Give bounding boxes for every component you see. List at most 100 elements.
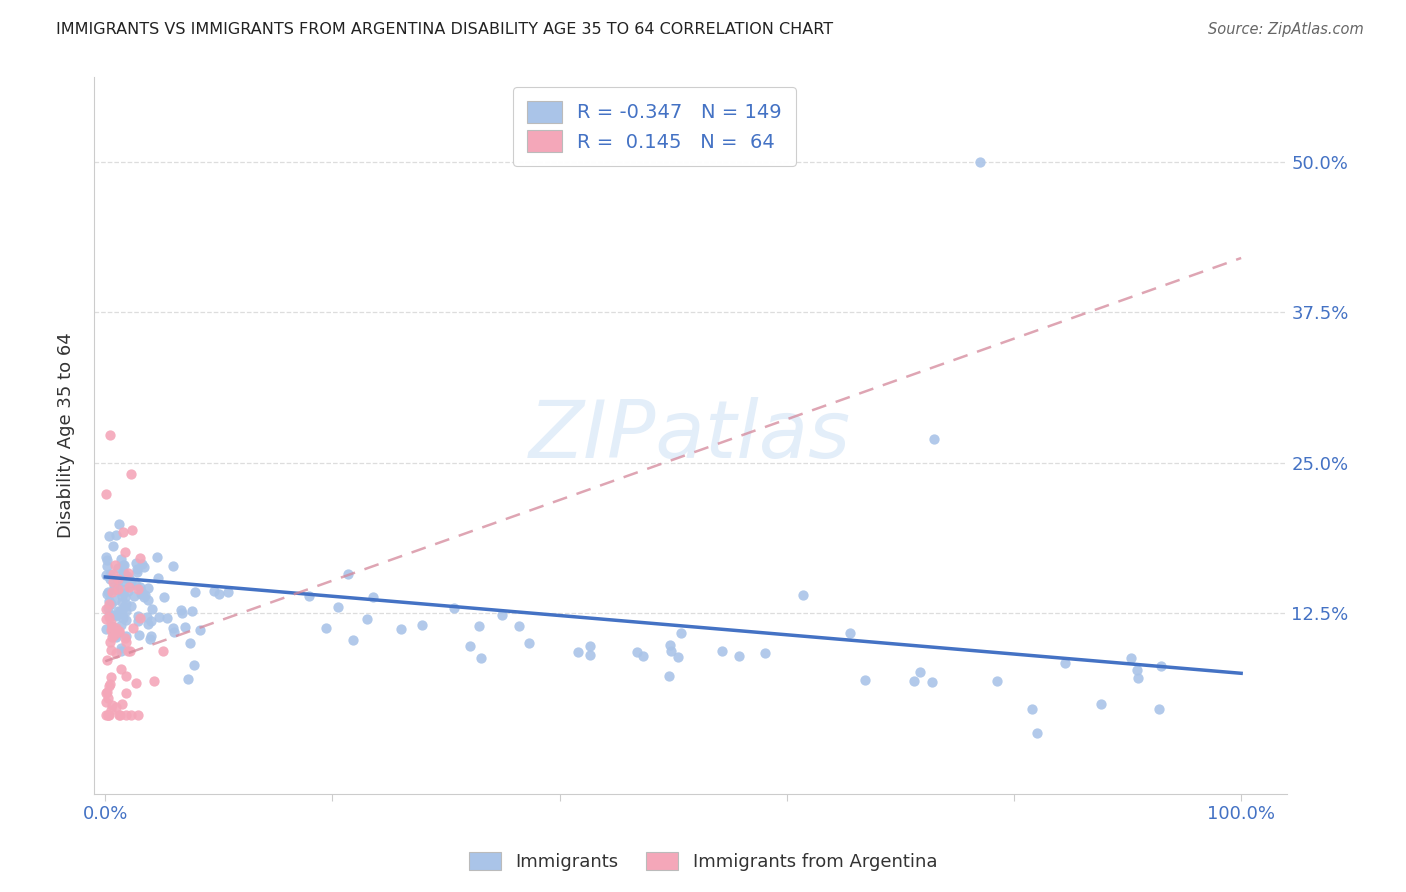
Point <box>129 580 152 594</box>
Point <box>839 626 862 640</box>
Point <box>98 608 121 623</box>
Point <box>1025 726 1047 740</box>
Point <box>631 648 654 663</box>
Point <box>96 550 118 565</box>
Point <box>122 590 145 604</box>
Point <box>115 629 138 643</box>
Point <box>162 559 184 574</box>
Point <box>132 560 155 574</box>
Point <box>727 648 749 663</box>
Point <box>117 584 139 599</box>
Point <box>115 597 138 611</box>
Point <box>104 609 127 624</box>
Point <box>127 582 149 597</box>
Point <box>491 607 513 622</box>
Point <box>136 581 159 595</box>
Point <box>190 624 212 638</box>
Point <box>107 572 129 586</box>
Point <box>96 623 118 637</box>
Point <box>139 615 162 629</box>
Point <box>342 633 364 648</box>
Point <box>162 621 184 635</box>
Point <box>217 584 239 599</box>
Point <box>470 651 492 665</box>
Point <box>104 628 127 642</box>
Point <box>125 578 148 592</box>
Point <box>579 639 602 653</box>
Point <box>112 567 135 582</box>
Point <box>121 621 143 635</box>
Point <box>110 641 132 656</box>
Point <box>110 618 132 632</box>
Point <box>110 552 132 566</box>
Point <box>792 589 814 603</box>
Point <box>100 597 122 611</box>
Point <box>114 582 136 596</box>
Point <box>156 611 179 625</box>
Point <box>117 568 139 582</box>
Point <box>96 559 118 574</box>
Point <box>115 634 138 648</box>
Point <box>1149 702 1171 716</box>
Point <box>96 587 118 601</box>
Legend: R = -0.347   N = 149, R =  0.145   N =  64: R = -0.347 N = 149, R = 0.145 N = 64 <box>513 87 796 166</box>
Point <box>134 588 156 602</box>
Point <box>127 708 149 723</box>
Point <box>128 611 150 625</box>
Point <box>98 428 121 442</box>
Text: ZIPatlas: ZIPatlas <box>529 397 851 475</box>
Point <box>104 630 127 644</box>
Point <box>96 708 118 723</box>
Point <box>1125 663 1147 677</box>
Point <box>128 628 150 642</box>
Point <box>96 612 118 626</box>
Point <box>111 595 134 609</box>
Point <box>96 685 118 699</box>
Point <box>101 630 124 644</box>
Point <box>114 685 136 699</box>
Point <box>129 550 152 565</box>
Point <box>114 631 136 645</box>
Point <box>98 572 121 586</box>
Point <box>508 619 530 633</box>
Point <box>139 628 162 642</box>
Point <box>131 587 153 601</box>
Point <box>120 467 142 481</box>
Point <box>112 566 135 580</box>
Point <box>120 576 142 591</box>
Point <box>97 691 120 706</box>
Point <box>100 670 122 684</box>
Point <box>98 594 121 608</box>
Point <box>115 604 138 618</box>
Point <box>183 657 205 672</box>
Point <box>202 584 225 599</box>
Point <box>1126 672 1149 686</box>
Point <box>96 684 118 698</box>
Point <box>107 574 129 588</box>
Point <box>108 708 131 723</box>
Point <box>172 606 194 620</box>
Point <box>389 622 412 636</box>
Point <box>120 599 142 613</box>
Point <box>96 553 118 567</box>
Point <box>103 627 125 641</box>
Point <box>181 604 204 618</box>
Point <box>96 567 118 582</box>
Point <box>111 564 134 578</box>
Point <box>921 675 943 690</box>
Point <box>104 593 127 607</box>
Point <box>107 584 129 599</box>
Point <box>710 644 733 658</box>
Point <box>112 558 135 572</box>
Point <box>111 575 134 590</box>
Point <box>1053 657 1076 671</box>
Point <box>112 600 135 615</box>
Point <box>117 644 139 658</box>
Point <box>107 604 129 618</box>
Point <box>146 570 169 584</box>
Point <box>96 585 118 599</box>
Point <box>100 624 122 638</box>
Point <box>298 589 321 603</box>
Point <box>517 636 540 650</box>
Point <box>131 557 153 571</box>
